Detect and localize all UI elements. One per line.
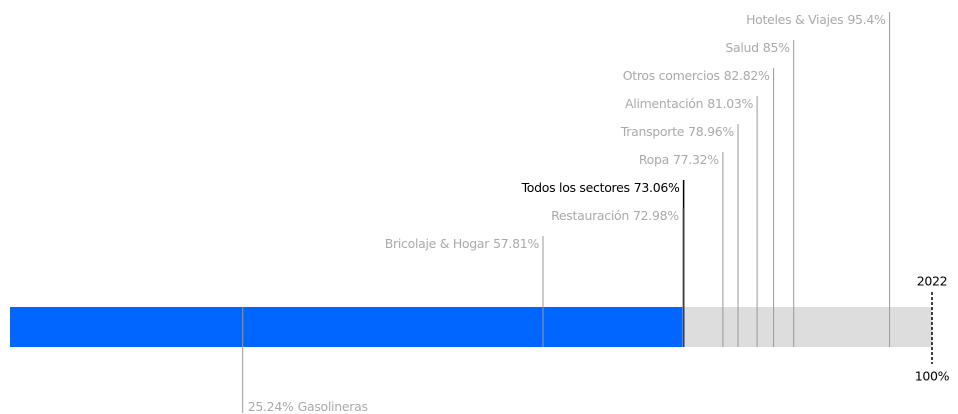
x-tick-label: 100% [915, 369, 950, 384]
year-label: 2022 [917, 274, 948, 289]
marker-label: Bricolaje & Hogar 57.81% [385, 236, 540, 251]
marker-label: 25.24% Gasolineras [248, 399, 368, 414]
marker-name: Otros comercios [623, 68, 720, 83]
marker-value: 78.96% [688, 124, 734, 139]
marker-label: Transporte 78.96% [620, 124, 735, 139]
marker-label: Salud 85% [725, 40, 790, 55]
marker-label: Otros comercios 82.82% [623, 68, 770, 83]
marker-value: 81.03% [707, 96, 753, 111]
marker-value: 73.06% [634, 180, 680, 195]
marker-name: Bricolaje & Hogar [385, 236, 491, 251]
marker-label: Ropa 77.32% [639, 152, 719, 167]
bar [10, 307, 684, 347]
marker-label: Hoteles & Viajes 95.4% [746, 12, 886, 27]
marker-label: Restauración 72.98% [551, 208, 679, 223]
marker-label: Alimentación 81.03% [625, 96, 753, 111]
marker-value: 57.81% [493, 236, 539, 251]
marker-name: Transporte [620, 124, 685, 139]
marker-value: 95.4% [847, 12, 886, 27]
marker-value: 77.32% [673, 152, 719, 167]
marker-name: Gasolineras [298, 399, 368, 414]
marker-value: 25.24% [248, 399, 294, 414]
marker-value: 85% [763, 40, 790, 55]
marker-name: Alimentación [625, 96, 703, 111]
marker-name: Ropa [639, 152, 669, 167]
marker-name: Todos los sectores [521, 180, 630, 195]
marker-value: 82.82% [724, 68, 770, 83]
marker-name: Hoteles & Viajes [746, 12, 843, 27]
marker-name: Salud [725, 40, 758, 55]
marker-value: 72.98% [633, 208, 679, 223]
marker-label: Todos los sectores 73.06% [521, 180, 680, 195]
marker-name: Restauración [551, 208, 629, 223]
